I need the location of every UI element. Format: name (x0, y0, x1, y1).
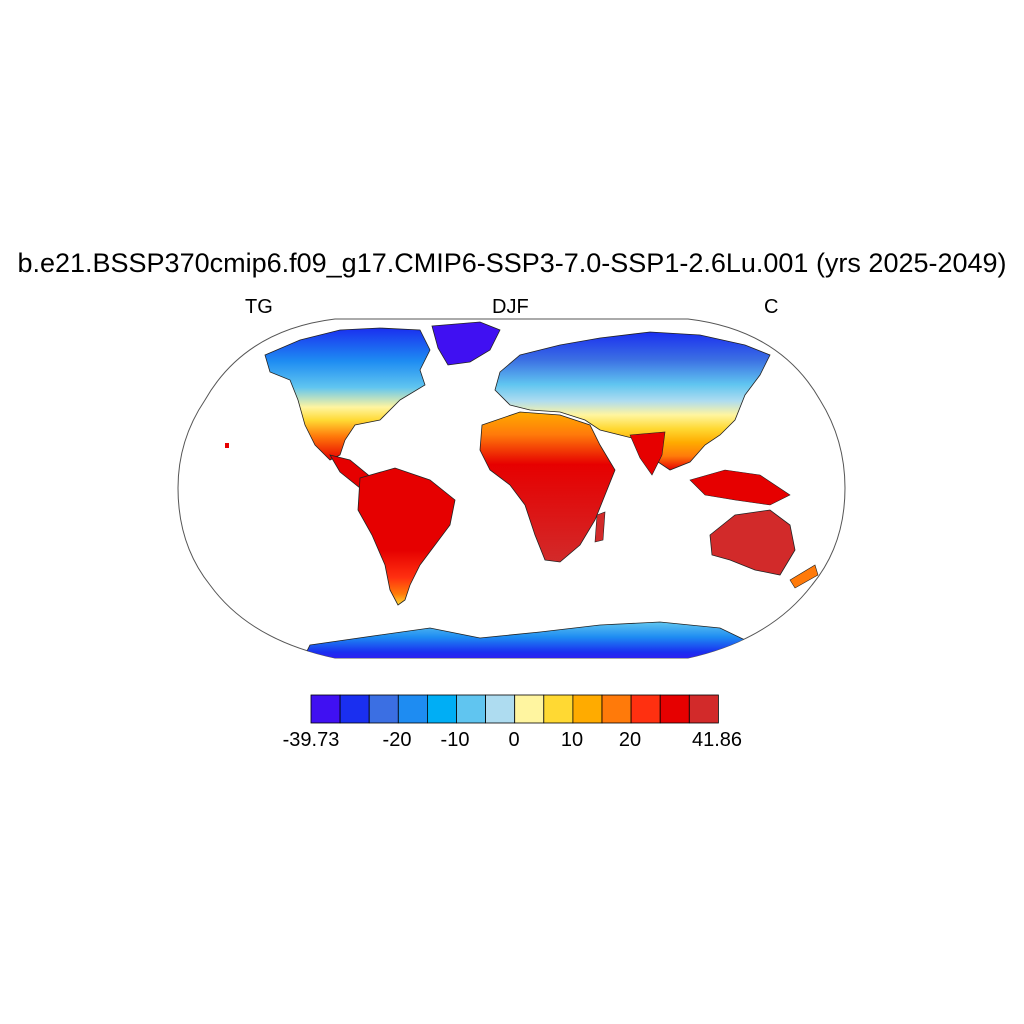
colorbar-box (688, 694, 719, 724)
new-zealand (789, 564, 819, 589)
hawaii (225, 443, 229, 448)
greenland (431, 321, 501, 366)
madagascar (594, 511, 606, 543)
colorbar-label-1: -20 (382, 729, 412, 751)
colorbar-box (310, 694, 341, 724)
south-america (357, 467, 456, 606)
india (629, 431, 666, 476)
colorbar-box (339, 694, 370, 724)
colorbar-label-0: -39.73 (282, 729, 340, 751)
eurasia (494, 331, 771, 471)
africa (479, 411, 616, 563)
colorbar-box (426, 694, 457, 724)
colorbar-box (601, 694, 632, 724)
colorbar-box (368, 694, 399, 724)
season-label: DJF (492, 296, 529, 318)
colorbar-label-4: 10 (560, 729, 584, 751)
map-title: b.e21.BSSP370cmip6.f09_g17.CMIP6-SSP3-7.… (17, 248, 1007, 278)
colorbar-label-5: 20 (618, 729, 642, 751)
colorbar-box (572, 694, 603, 724)
antarctica (299, 621, 746, 658)
colorbar-label-3: 0 (508, 729, 520, 751)
southeast-asia (689, 469, 791, 506)
colorbar-box (543, 694, 574, 724)
colorbar-box (397, 694, 428, 724)
units-label: C (764, 296, 779, 318)
colorbar-box (630, 694, 661, 724)
colorbar-box (659, 694, 690, 724)
australia (709, 509, 796, 576)
colorbar-label-6: 41.86 (691, 729, 743, 751)
colorbar-label-2: -10 (440, 729, 470, 751)
north-america (264, 327, 431, 461)
variable-label: TG (245, 296, 273, 318)
colorbar-box (456, 694, 487, 724)
colorbar-box (514, 694, 545, 724)
colorbar-box (485, 694, 516, 724)
